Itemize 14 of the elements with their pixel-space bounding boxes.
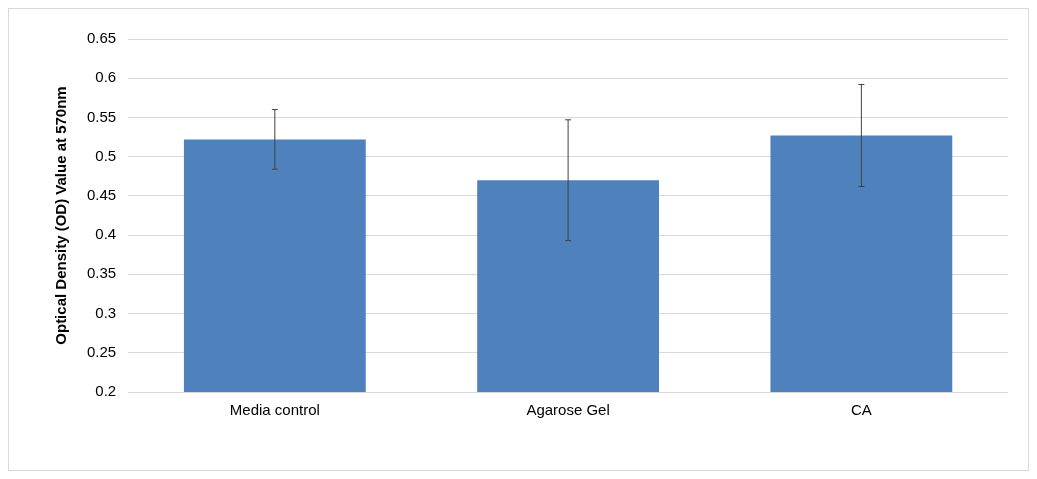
x-tick-label: Agarose Gel [526,401,610,419]
y-axis-title: Optical Density (OD) Value at 570nm [52,86,70,345]
y-tick-label: 0.65 [86,29,117,47]
y-tick-label: 0.4 [95,225,117,243]
x-tick-label: Media control [229,401,320,419]
y-tick-label: 0.2 [95,382,117,400]
x-tick-label: CA [850,401,872,419]
y-tick-label: 0.55 [86,107,117,125]
y-tick-label: 0.35 [86,264,117,282]
y-tick-label: 0.5 [95,146,117,164]
y-tick-label: 0.25 [86,342,117,360]
y-tick-label: 0.3 [95,303,117,321]
y-tick-label: 0.6 [95,68,117,86]
y-tick-label: 0.45 [86,186,117,204]
